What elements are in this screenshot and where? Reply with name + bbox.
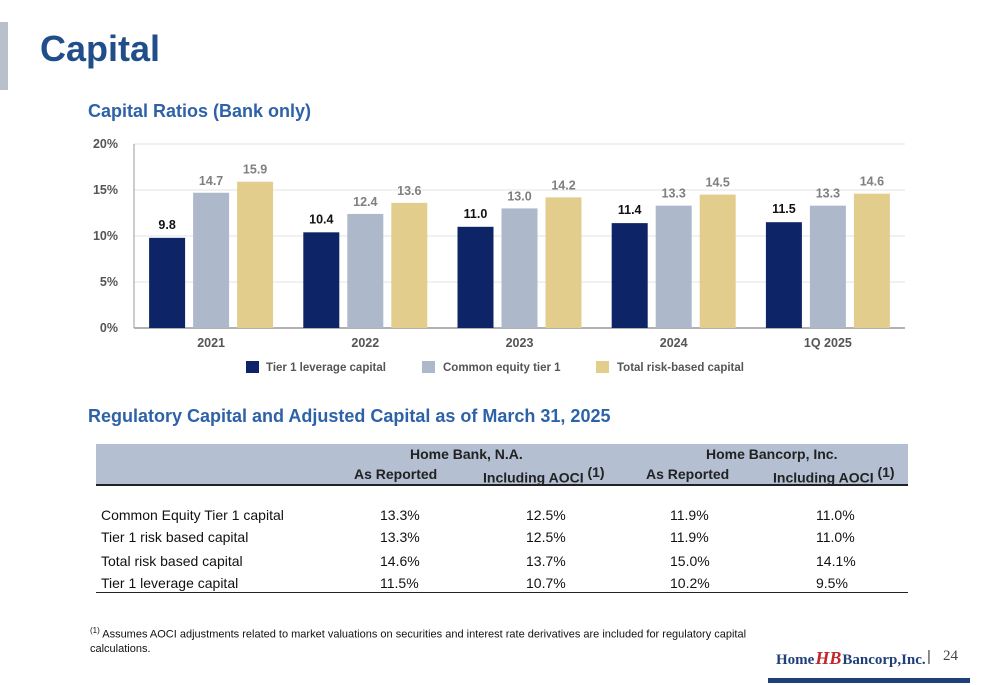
y-tick-label: 5%: [100, 275, 118, 289]
table-title: Regulatory Capital and Adjusted Capital …: [88, 406, 611, 426]
logo-text-left: Home: [776, 652, 815, 668]
bar: [457, 226, 494, 328]
chart-title: Capital Ratios (Bank only): [88, 101, 312, 121]
col-header-label: Including AOCI: [773, 469, 874, 486]
bar: [193, 192, 230, 328]
cell: 10.7%: [526, 575, 566, 591]
legend-label: Common equity tier 1: [443, 362, 561, 374]
y-tick-label: 10%: [93, 229, 118, 243]
data-label: 13.3: [662, 187, 686, 201]
legend-swatch: [246, 361, 259, 373]
bar: [149, 237, 186, 328]
row-label: Common Equity Tier 1 capital: [101, 507, 284, 523]
cell: 11.0%: [816, 529, 855, 545]
footnote-marker: (1): [587, 464, 605, 480]
legend-swatch: [422, 361, 435, 373]
data-label: 11.0: [464, 207, 488, 221]
data-label: 10.4: [309, 212, 333, 226]
x-tick-label: 1Q 2025: [804, 336, 852, 350]
cell: 11.5%: [380, 575, 419, 591]
col-header-bank-as-reported: As Reported: [354, 466, 438, 482]
bar: [391, 202, 428, 328]
data-label: 14.2: [551, 178, 575, 192]
row-label: Tier 1 risk based capital: [101, 529, 249, 545]
data-label: 11.4: [618, 203, 642, 217]
bar: [303, 232, 340, 328]
cell: 12.5%: [526, 507, 566, 523]
table-bottom-rule: [96, 592, 908, 593]
group-header-home-bancorp: Home Bancorp, Inc.: [706, 446, 838, 462]
data-label: 14.6: [860, 175, 884, 189]
row-label: Tier 1 leverage capital: [101, 575, 239, 591]
table-row: Total risk based capital 14.6% 13.7% 15.…: [96, 553, 908, 575]
data-label: 14.7: [199, 174, 223, 188]
data-label: 13.3: [816, 187, 840, 201]
bar: [809, 205, 846, 328]
capital-ratios-chart: 0% 5% 10% 15% 20% 9.8 14.7 15.9 2021 10.4 12.4 13.6…: [93, 137, 905, 374]
cell: 15.0%: [670, 553, 710, 569]
footer-bar: [768, 678, 970, 683]
cell: 13.7%: [526, 553, 566, 569]
cell: 12.5%: [526, 529, 566, 545]
cell: 13.3%: [380, 507, 420, 523]
x-tick-label: 2021: [197, 336, 225, 350]
bar: [501, 208, 538, 328]
col-header-bancorp-as-reported: As Reported: [646, 466, 730, 482]
cell: 10.2%: [670, 575, 710, 591]
cell: 9.5%: [816, 575, 848, 591]
data-label: 11.5: [772, 202, 796, 216]
data-label: 13.6: [397, 184, 421, 198]
table-header: Home Bank, N.A. Home Bancorp, Inc. As Re…: [96, 444, 908, 486]
bar: [347, 213, 384, 328]
company-logo: HomeHBBancorp,Inc.: [776, 648, 926, 669]
data-label: 15.9: [243, 163, 267, 177]
accent-bar: [0, 22, 8, 90]
data-label: 13.0: [507, 189, 531, 203]
footnote-text: Assumes AOCI adjustments related to mark…: [90, 628, 747, 655]
bar: [853, 193, 890, 328]
footnote-marker: (1): [877, 464, 895, 480]
col-header-label: Including AOCI: [483, 469, 584, 486]
col-header-bancorp-including-aoci: Including AOCI (1): [773, 464, 895, 486]
bar: [765, 222, 802, 328]
footnote: (1) Assumes AOCI adjustments related to …: [90, 624, 770, 656]
x-tick-label: 2023: [506, 336, 534, 350]
bar: [655, 205, 692, 328]
table-row: Common Equity Tier 1 capital 13.3% 12.5%…: [96, 507, 908, 529]
cell: 14.1%: [816, 553, 856, 569]
legend-label: Tier 1 leverage capital: [266, 362, 386, 374]
table-row: Tier 1 risk based capital 13.3% 12.5% 11…: [96, 529, 908, 551]
cell: 11.0%: [816, 507, 855, 523]
page-title: Capital: [40, 28, 161, 69]
bar: [611, 223, 648, 328]
data-label: 14.5: [706, 176, 730, 190]
data-label: 12.4: [353, 195, 377, 209]
row-label: Total risk based capital: [101, 553, 243, 569]
logo-mark: HB: [815, 648, 842, 668]
bar: [699, 194, 736, 328]
cell: 14.6%: [380, 553, 420, 569]
cell: 11.9%: [670, 507, 709, 523]
page-separator: |: [927, 648, 931, 665]
col-header-bank-including-aoci: Including AOCI (1): [483, 464, 605, 486]
bar: [237, 181, 274, 328]
footnote-mark: (1): [90, 626, 100, 635]
page-number: 24: [943, 648, 958, 664]
y-tick-label: 20%: [93, 137, 118, 151]
y-tick-label: 0%: [100, 321, 118, 335]
bar: [545, 197, 582, 328]
cell: 11.9%: [670, 529, 709, 545]
data-label: 9.8: [158, 218, 175, 232]
legend-swatch: [596, 361, 609, 373]
logo-text-right: Bancorp,Inc.: [842, 652, 926, 668]
y-tick-label: 15%: [93, 183, 118, 197]
legend-label: Total risk-based capital: [617, 362, 744, 374]
table-row: Tier 1 leverage capital 11.5% 10.7% 10.2…: [96, 575, 908, 597]
x-tick-label: 2022: [351, 336, 379, 350]
cell: 13.3%: [380, 529, 420, 545]
x-tick-label: 2024: [660, 336, 688, 350]
group-header-home-bank: Home Bank, N.A.: [410, 446, 523, 462]
